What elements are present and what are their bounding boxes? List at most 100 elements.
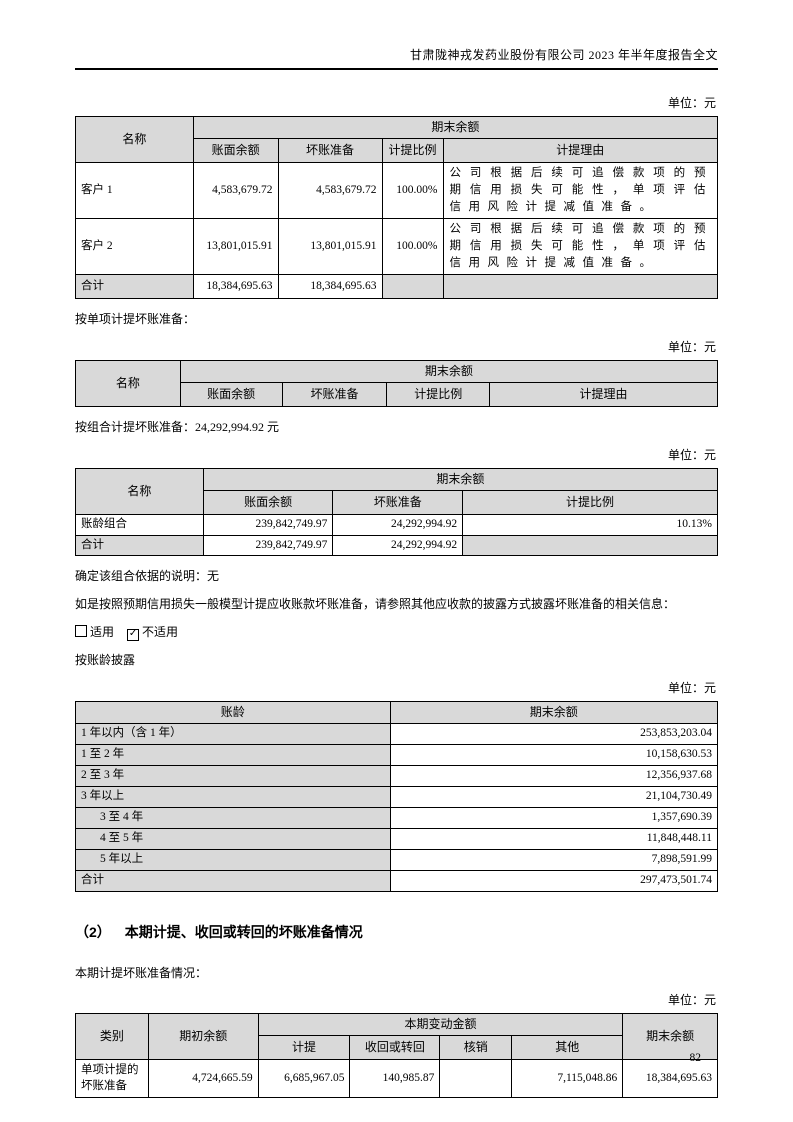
total-provision: 18,384,695.63 (277, 274, 383, 299)
table-row: 3 至 4 年 1,357,690.39 (75, 807, 719, 830)
checkbox-unchecked-icon (75, 625, 87, 638)
column-header-name: 名称 (75, 468, 204, 515)
column-header-recovered: 收回或转回 (349, 1035, 441, 1061)
empty-cell (442, 274, 719, 299)
column-header-closing-balance: 期末余额 (622, 1013, 718, 1061)
section-title: 本期计提、收回或转回的坏账准备情况 (124, 924, 363, 941)
total-value: 297,473,501.74 (389, 870, 719, 893)
written-off-value (439, 1059, 513, 1099)
opening-balance-value: 4,724,665.59 (147, 1059, 259, 1099)
column-header-ratio: 计提比例 (386, 382, 491, 407)
book-balance-value: 239,842,749.97 (202, 514, 334, 536)
recovered-value: 140,985.87 (349, 1059, 441, 1099)
total-label: 合计 (75, 534, 204, 557)
total-row: 合计 297,473,501.74 (75, 870, 719, 893)
table-row: 1 至 2 年 10,158,630.53 (75, 744, 719, 767)
column-header-provision: 计提 (257, 1035, 351, 1061)
column-header-bad-debt-provision: 坏账准备 (332, 490, 464, 515)
column-header-written-off: 核销 (439, 1035, 513, 1061)
category-label: 单项计提的坏账准备 (75, 1059, 149, 1099)
aging-value: 21,104,730.49 (389, 786, 719, 809)
closing-balance-value: 18,384,695.63 (622, 1059, 718, 1099)
table-row: 客户 1 4,583,679.72 4,583,679.72 100.00% 公… (75, 162, 719, 219)
ratio-value: 100.00% (381, 162, 444, 219)
reason-text: 公司根据后续可追偿款项的预期信用损失可能性，单项评估信用风险计提减值准备。 (442, 218, 719, 275)
section-number: （2） (75, 924, 111, 941)
checkbox-checked-icon: ✓ (127, 628, 140, 642)
book-balance-value: 13,801,015.91 (192, 218, 279, 275)
reason-text: 公司根据后续可追偿款项的预期信用损失可能性，单项评估信用风险计提减值准备。 (442, 162, 719, 219)
total-row: 合计 18,384,695.63 18,384,695.63 (75, 274, 719, 299)
aging-table: 账龄 期末余额 1 年以内（含 1 年） 253,853,203.04 1 至 … (75, 701, 719, 893)
column-header-book-balance: 账面余额 (192, 138, 279, 163)
aging-label: 2 至 3 年 (75, 765, 391, 788)
total-book-balance: 239,842,749.97 (202, 534, 334, 557)
column-header-aging: 账龄 (75, 701, 391, 725)
single-item-provision-table: 名称 期末余额 账面余额 坏账准备 计提比例 计提理由 (75, 360, 719, 407)
column-header-ratio: 计提比例 (462, 490, 718, 515)
aging-value: 12,356,937.68 (389, 765, 719, 788)
column-group-ending-balance: 期末余额 (202, 468, 719, 491)
portfolio-provision-table: 名称 期末余额 账面余额 坏账准备 计提比例 账龄组合 239,842,749.… (75, 468, 719, 557)
unit-label: 单位：元 (667, 340, 716, 354)
individual-provision-table: 名称 期末余额 账面余额 坏账准备 计提比例 计提理由 客户 1 4,583,6… (75, 116, 719, 299)
total-row: 合计 239,842,749.97 24,292,994.92 (75, 534, 718, 557)
column-group-period-change: 本期变动金额 (257, 1013, 624, 1037)
column-header-other: 其他 (511, 1035, 624, 1061)
applicable-label: 适用 (90, 625, 115, 640)
document-header-title: 甘肃陇神戎发药业股份有限公司 2023 年半年度报告全文 (75, 0, 718, 70)
book-balance-value: 4,583,679.72 (192, 162, 279, 219)
table-row: 单项计提的坏账准备 4,724,665.59 6,685,967.05 140,… (75, 1059, 718, 1099)
aging-disclosure-note: 按账龄披露 (75, 653, 136, 668)
provision-value: 24,292,994.92 (332, 514, 464, 536)
table-row: 4 至 5 年 11,848,448.11 (75, 828, 719, 851)
aging-label: 1 年以内（含 1 年） (75, 723, 391, 746)
not-applicable-label: 不适用 (142, 625, 179, 640)
aging-value: 10,158,630.53 (389, 744, 719, 767)
aging-label: 5 年以上 (75, 849, 391, 872)
column-header-opening-balance: 期初余额 (147, 1013, 259, 1061)
column-header-book-balance: 账面余额 (202, 490, 334, 515)
aging-label: 4 至 5 年 (75, 828, 391, 851)
ecl-note: 如是按照预期信用损失一般模型计提应收账款坏账准备，请参照其他应收款的披露方式披露… (75, 597, 676, 612)
portfolio-note: 按组合计提坏账准备：24,292,994.92 元 (75, 420, 280, 434)
column-header-ending-balance: 期末余额 (389, 701, 719, 725)
column-header-book-balance: 账面余额 (179, 382, 283, 407)
column-header-category: 类别 (75, 1013, 149, 1061)
aging-label: 3 年以上 (75, 786, 391, 809)
unit-label: 单位：元 (667, 681, 716, 696)
table-row: 5 年以上 7,898,591.99 (75, 849, 719, 872)
column-header-bad-debt-provision: 坏账准备 (281, 382, 388, 407)
column-header-name: 名称 (75, 116, 194, 163)
aging-value: 253,853,203.04 (389, 723, 719, 746)
section-heading: （2） 本期计提、收回或转回的坏账准备情况 (75, 922, 718, 942)
provision-value: 13,801,015.91 (277, 218, 383, 275)
column-group-ending-balance: 期末余额 (179, 360, 719, 383)
aging-value: 11,848,448.11 (389, 828, 719, 851)
table-row: 客户 2 13,801,015.91 13,801,015.91 100.00%… (75, 218, 719, 275)
movement-table: 类别 期初余额 本期变动金额 期末余额 计提 收回或转回 核销 其他 单项计提的… (75, 1013, 718, 1099)
empty-cell (381, 274, 444, 299)
check-mark-icon: ✓ (128, 628, 138, 640)
table-row: 3 年以上 21,104,730.49 (75, 786, 719, 809)
column-header-bad-debt-provision: 坏账准备 (277, 138, 383, 163)
single-item-note: 按单项计提坏账准备： (75, 312, 196, 326)
provision-value: 6,685,967.05 (257, 1059, 351, 1099)
other-value: 7,115,048.86 (511, 1059, 624, 1099)
ratio-value: 10.13% (462, 514, 718, 536)
applicability-line: 适用 ✓ 不适用 (75, 623, 718, 642)
column-header-reason: 计提理由 (442, 138, 719, 163)
aging-label: 3 至 4 年 (75, 807, 391, 830)
total-label: 合计 (75, 870, 391, 893)
portfolio-name: 账龄组合 (75, 514, 204, 536)
column-group-ending-balance: 期末余额 (192, 116, 719, 139)
table-row: 1 年以内（含 1 年） 253,853,203.04 (75, 723, 719, 746)
page-number: 82 (689, 1052, 702, 1064)
basis-note: 确定该组合依据的说明：无 (75, 569, 220, 584)
unit-label: 单位：元 (667, 96, 716, 110)
column-header-reason: 计提理由 (489, 382, 718, 407)
total-label: 合计 (75, 274, 194, 299)
aging-value: 1,357,690.39 (389, 807, 719, 830)
empty-cell (462, 534, 718, 557)
total-provision: 24,292,994.92 (332, 534, 464, 557)
